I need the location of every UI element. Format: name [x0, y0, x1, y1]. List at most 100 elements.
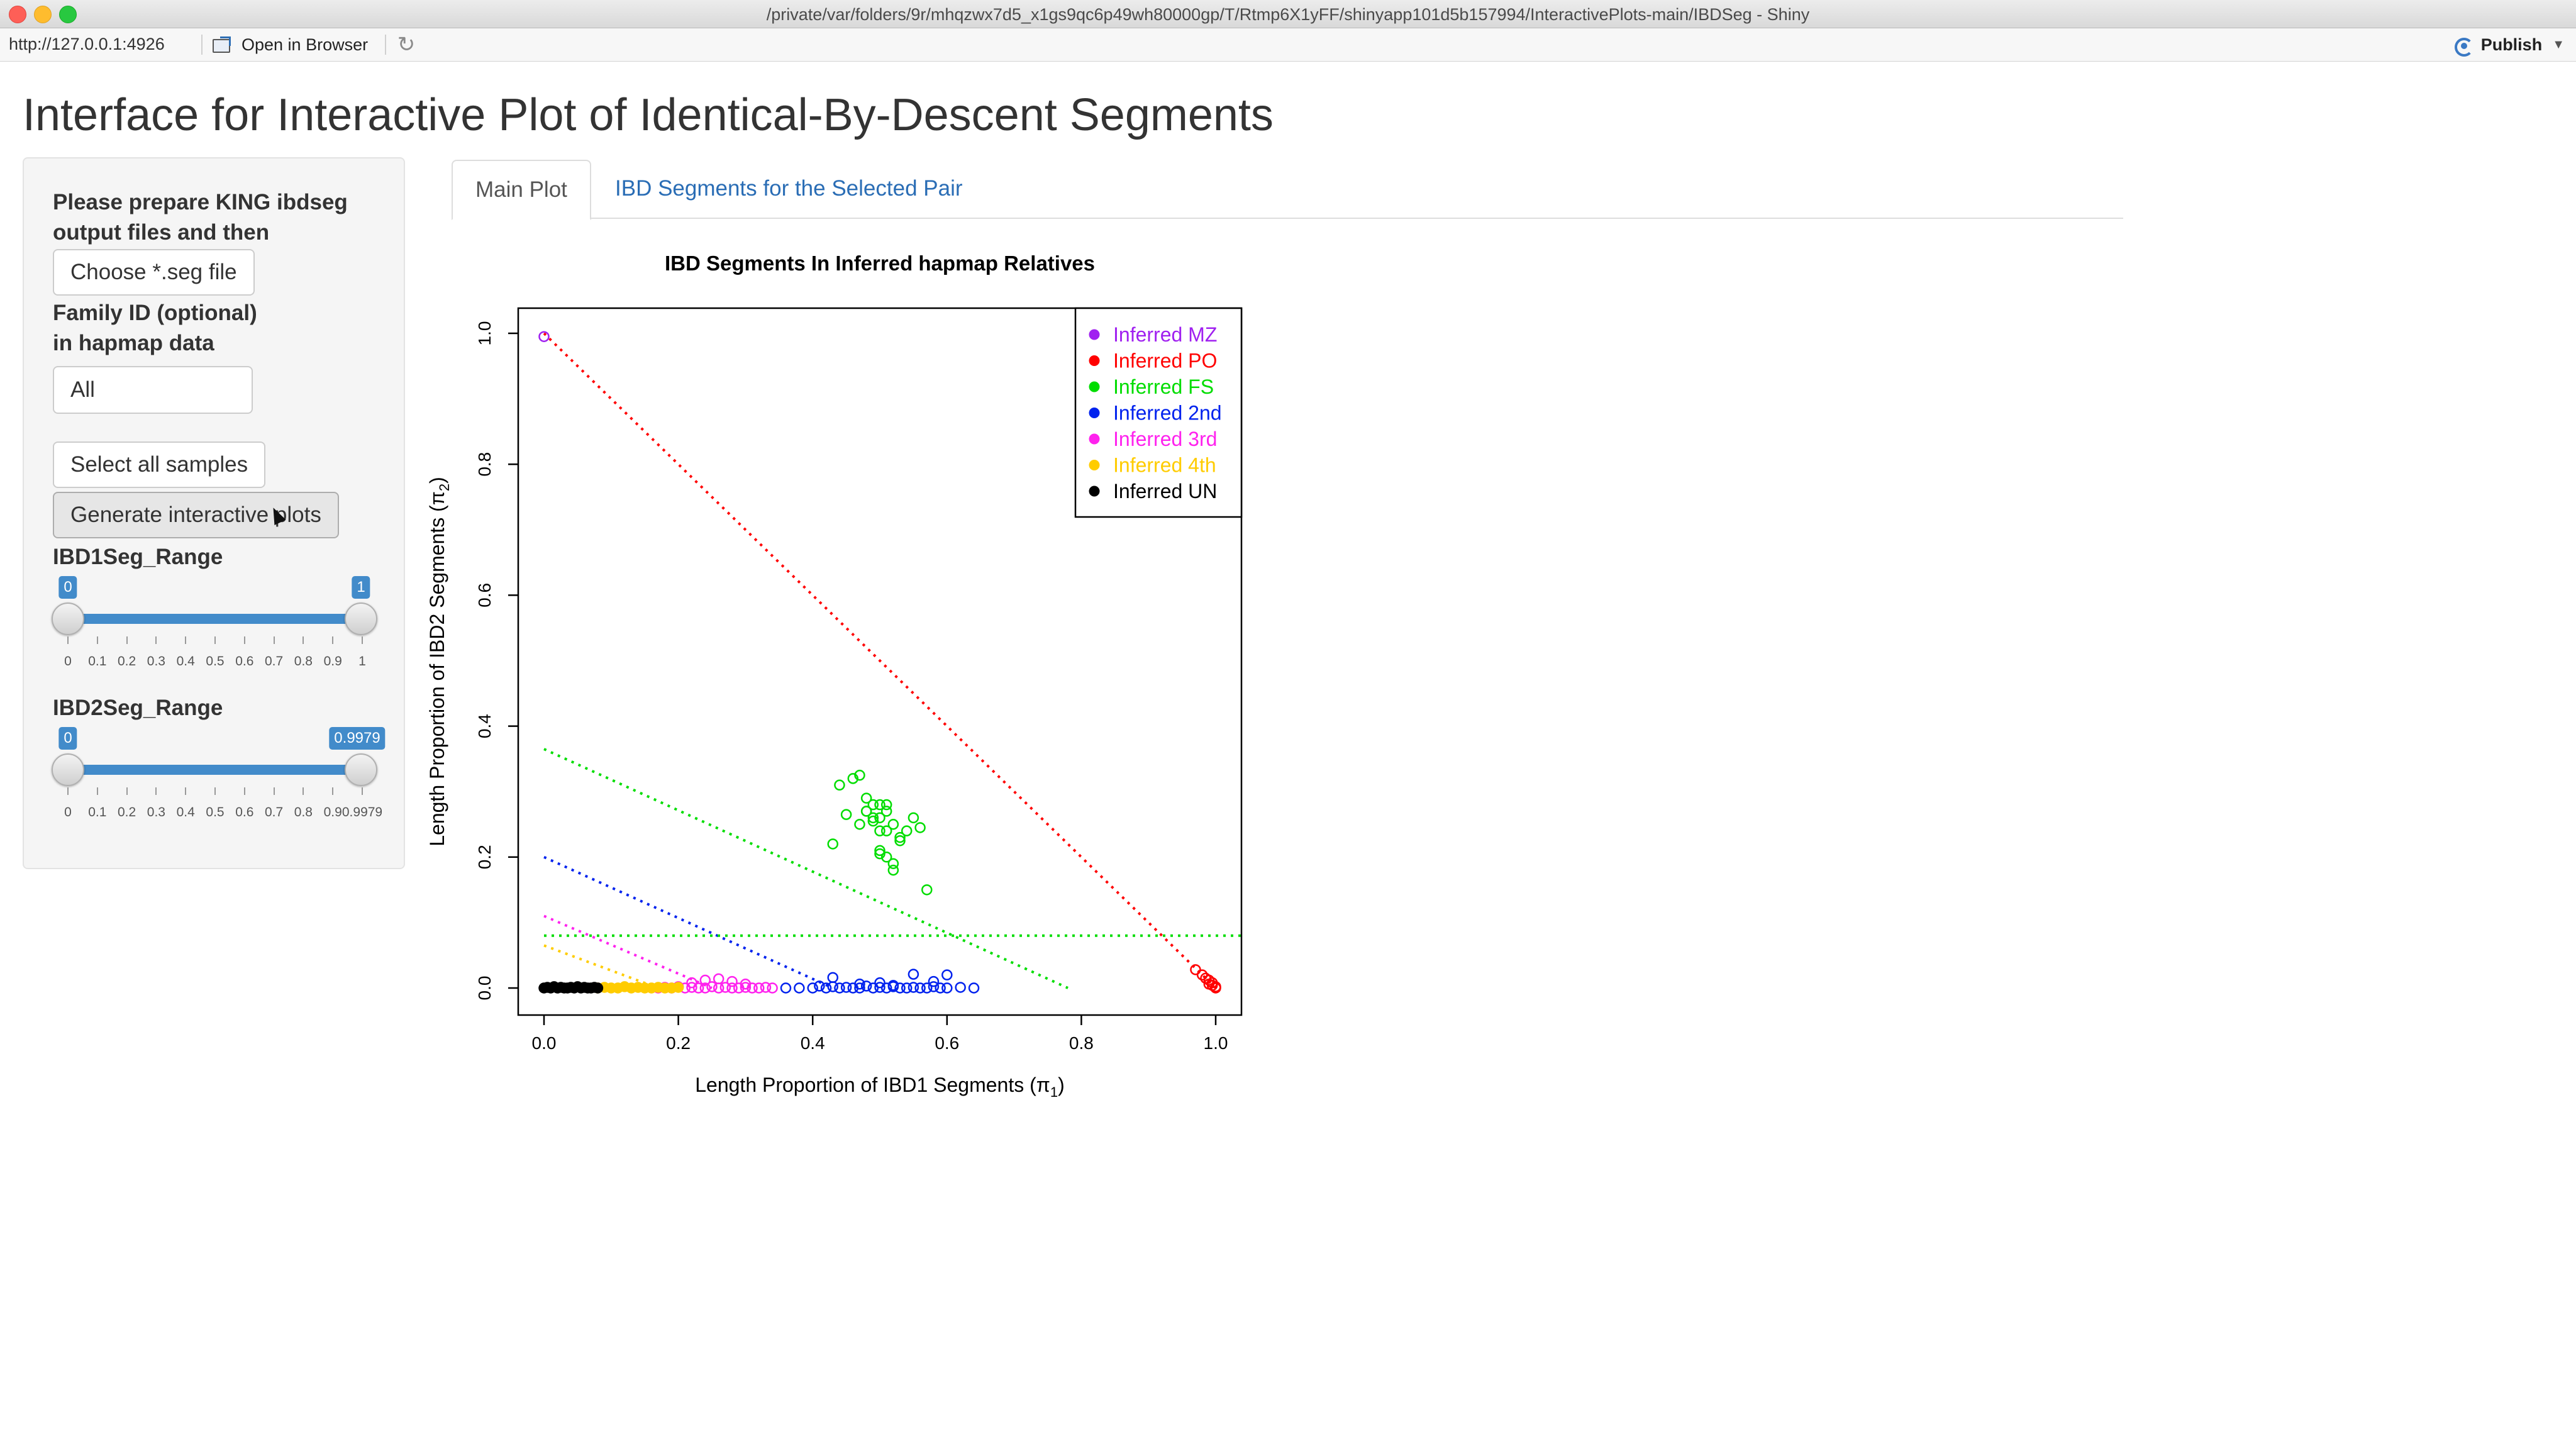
point-inferred-po	[1206, 977, 1218, 989]
slider-tick-label: 0.9	[323, 654, 342, 669]
point-inferred-fs	[874, 825, 886, 836]
point-inferred-fs	[860, 806, 872, 817]
point-inferred-fs	[847, 773, 859, 784]
toolbar-divider	[385, 35, 386, 55]
tab-main-plot[interactable]: Main Plot	[452, 160, 591, 220]
legend-box	[1074, 307, 1243, 518]
slider-tick	[185, 787, 187, 795]
point-inferred-3rd	[740, 979, 752, 990]
point-inferred-2nd	[867, 982, 879, 994]
generate-plots-button[interactable]: Generate interactive plots	[53, 492, 339, 538]
zoom-window-button[interactable]	[59, 6, 77, 23]
point-inferred-fs	[827, 838, 838, 850]
slider-tick	[303, 787, 304, 795]
slider-tick-label: 0.1	[88, 805, 107, 819]
open-external-icon	[211, 36, 233, 53]
point-inferred-3rd	[713, 973, 724, 985]
slider-tick-label: 0.8	[294, 654, 313, 669]
point-inferred-2nd	[928, 975, 940, 987]
ibd2-range-slider[interactable]: 0 0.9979 0 0.1 0.2 0.3 0.4 0.5 0.6 0.7 0.8 0.9 0.9…	[52, 727, 392, 828]
window-title: /private/var/folders/9r/mhqzwx7d5_x1gs9q…	[766, 5, 1810, 24]
slider-tick-label: 0.5	[206, 654, 225, 669]
point-inferred-3rd	[692, 982, 704, 994]
slider-tick	[126, 636, 128, 644]
slider-tick-label: 0.4	[176, 805, 195, 819]
point-inferred-3rd	[699, 982, 711, 994]
point-inferred-fs	[880, 799, 892, 811]
point-inferred-fs	[874, 799, 886, 811]
legend-marker	[1089, 381, 1100, 392]
point-inferred-2nd	[968, 982, 980, 994]
point-inferred-2nd	[914, 982, 926, 994]
point-inferred-fs	[887, 858, 899, 869]
family-id-label-cont: in hapmap data	[53, 331, 214, 355]
point-inferred-2nd	[860, 980, 872, 992]
point-inferred-fs	[921, 884, 933, 896]
point-inferred-2nd	[840, 982, 852, 993]
select-all-samples-button[interactable]: Select all samples	[53, 441, 266, 488]
reference-line-1	[543, 748, 1069, 989]
slider-max-handle[interactable]	[345, 602, 377, 635]
reference-line-0	[543, 332, 1217, 989]
point-inferred-fs	[880, 852, 892, 863]
legend-entry: Inferred MZ	[1113, 323, 1217, 346]
legend-entry: Inferred 3rd	[1113, 428, 1217, 450]
reference-line-2	[543, 855, 834, 989]
publish-button[interactable]: Publish ▼	[2453, 33, 2565, 57]
legend-marker	[1089, 355, 1100, 366]
refresh-icon[interactable]: ↻	[397, 33, 416, 57]
point-inferred-fs	[874, 845, 886, 857]
sidebar-panel: Please prepare KING ibdseg output files …	[23, 157, 405, 869]
x-tick-label: 0.2	[666, 1033, 691, 1053]
slider-tick-label: 0	[64, 805, 72, 819]
close-window-button[interactable]	[9, 6, 26, 23]
point-inferred-fs	[887, 864, 899, 876]
point-inferred-3rd	[767, 982, 778, 994]
slider-tick	[273, 787, 275, 795]
point-inferred-po	[1196, 969, 1208, 980]
slider-min-handle[interactable]	[52, 753, 84, 786]
slider-track	[68, 614, 362, 624]
point-inferred-mz	[538, 331, 550, 342]
legend-marker	[1089, 408, 1100, 418]
chevron-down-icon: ▼	[2552, 37, 2565, 52]
y-tick-label: 0.0	[475, 976, 494, 1001]
main-plot[interactable]: IBD Segments In Inferred hapmap Relative…	[415, 239, 1258, 1107]
legend-entry: Inferred FS	[1113, 375, 1214, 398]
x-tick-label: 1.0	[1204, 1033, 1228, 1053]
point-inferred-fs	[874, 848, 886, 860]
slider-tick-label: 0	[64, 654, 72, 669]
slider-tick	[332, 636, 334, 644]
slider-tick	[214, 787, 216, 795]
point-inferred-fs	[894, 835, 906, 847]
point-inferred-fs	[867, 799, 879, 811]
slider-tick	[67, 636, 69, 644]
ibd-scatter-plot[interactable]: IBD Segments In Inferred hapmap Relative…	[415, 239, 1258, 1107]
plot-frame	[517, 307, 1243, 1016]
point-inferred-fs	[867, 812, 879, 824]
family-id-select[interactable]: All	[53, 366, 253, 414]
legend-entry: Inferred PO	[1113, 350, 1217, 372]
page-title: Interface for Interactive Plot of Identi…	[23, 90, 1274, 140]
minimize-window-button[interactable]	[34, 6, 52, 23]
ibd1-range-slider[interactable]: 0 1 0 0.1 0.2 0.3 0.4 0.5 0.6 0.7 0.8 0.9 1	[52, 576, 392, 677]
legend-marker	[1089, 329, 1100, 340]
slider-tick-label: 0.6	[235, 654, 254, 669]
viewer-toolbar: http://127.0.0.1:4926 Open in Browser ↻ …	[0, 28, 2576, 62]
slider-track	[68, 765, 362, 775]
point-inferred-3rd	[699, 974, 711, 986]
open-in-browser-button[interactable]: Open in Browser	[211, 33, 368, 56]
choose-file-button[interactable]: Choose *.seg file	[53, 249, 255, 296]
x-tick-label: 0.4	[801, 1033, 825, 1053]
slider-min-handle[interactable]	[52, 602, 84, 635]
point-inferred-2nd	[874, 982, 886, 993]
slider-tick	[273, 636, 275, 644]
point-inferred-fs	[901, 825, 913, 836]
slider-tick	[155, 787, 157, 795]
tab-ibd-segments-selected-pair[interactable]: IBD Segments for the Selected Pair	[615, 176, 963, 201]
slider-tick	[155, 636, 157, 644]
point-inferred-2nd	[901, 982, 913, 994]
slider-max-handle[interactable]	[345, 753, 377, 786]
slider-tick-label: 1	[358, 654, 366, 669]
point-inferred-2nd	[854, 979, 865, 990]
